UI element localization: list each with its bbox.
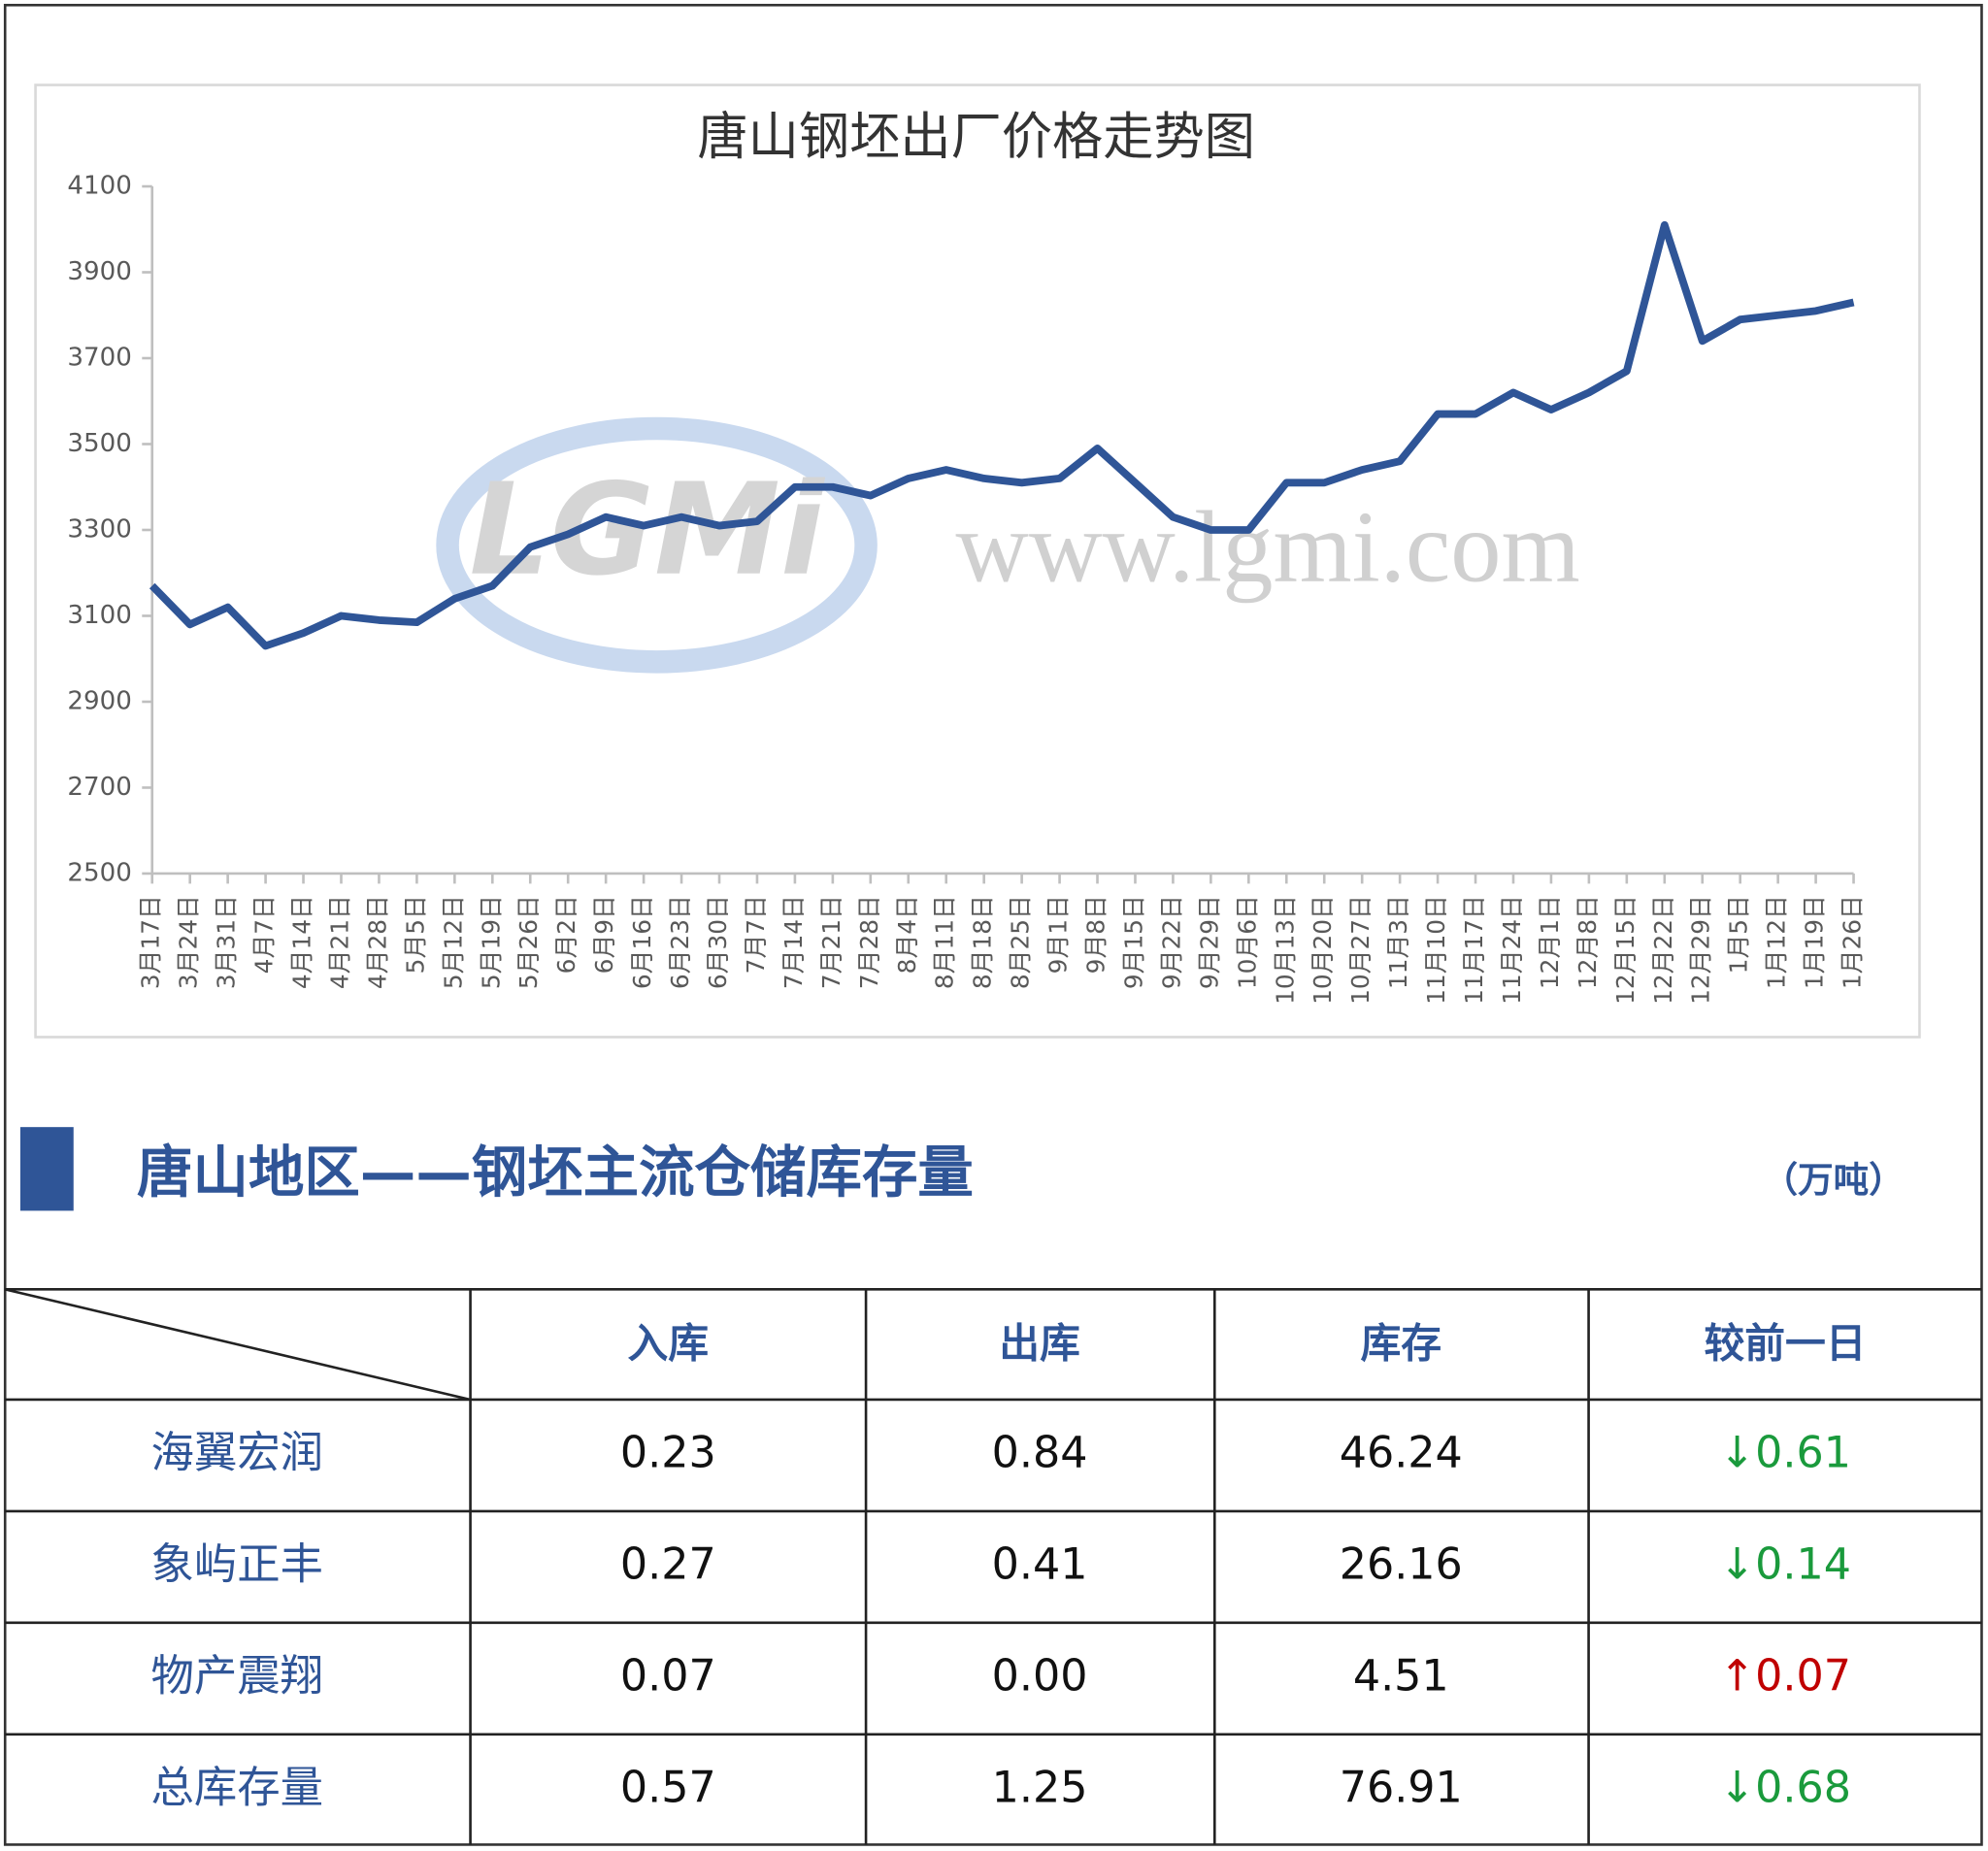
cell: 0.84 xyxy=(992,1428,1088,1477)
x-tick-label: 10月20日 xyxy=(1309,895,1337,1005)
y-tick-label: 2500 xyxy=(67,858,131,887)
x-tick-label: 6月16日 xyxy=(628,895,656,989)
row-name: 总库存量 xyxy=(150,1763,323,1812)
x-tick-label: 11月24日 xyxy=(1498,895,1526,1005)
x-tick-label: 8月11日 xyxy=(931,895,959,989)
table-diagonal xyxy=(4,1288,471,1402)
x-tick-label: 7月14日 xyxy=(779,895,808,989)
x-tick-label: 10月27日 xyxy=(1346,895,1375,1005)
x-tick-label: 7月21日 xyxy=(817,895,845,989)
y-tick-label: 3100 xyxy=(67,601,131,630)
section-title: 唐山地区——钢坯主流仓储库存量 xyxy=(137,1140,974,1206)
x-tick-label: 7月28日 xyxy=(855,895,883,989)
x-tick-label: 5月12日 xyxy=(439,895,467,989)
price-line xyxy=(149,220,1855,650)
x-tick-label: 4月21日 xyxy=(325,895,353,989)
cell: ↓0.61 xyxy=(1719,1428,1851,1477)
x-tick-label: 6月23日 xyxy=(666,895,694,989)
x-tick-label: 12月22日 xyxy=(1649,895,1677,1005)
x-tick-label: 5月5日 xyxy=(401,895,429,974)
column-header: 库存 xyxy=(1360,1320,1441,1368)
x-tick-label: 1月19日 xyxy=(1801,895,1829,989)
cell: 0.27 xyxy=(620,1539,716,1589)
logo-ring xyxy=(436,416,878,674)
chart-title: 唐山钢坯出厂价格走势图 xyxy=(697,109,1255,165)
y-tick-label: 3500 xyxy=(67,429,131,458)
cell: 76.91 xyxy=(1340,1763,1463,1812)
cell: 46.24 xyxy=(1340,1428,1463,1477)
x-tick-label: 6月30日 xyxy=(704,895,732,989)
cell: 4.51 xyxy=(1353,1651,1449,1701)
x-tick-label: 9月22日 xyxy=(1157,895,1185,989)
chart-frame xyxy=(34,83,1921,1039)
y-tick-label: 3300 xyxy=(67,514,131,544)
column-header: 入库 xyxy=(628,1320,710,1368)
y-tick-label: 3700 xyxy=(67,344,131,373)
x-tick-label: 12月1日 xyxy=(1536,895,1564,989)
x-tick-label: 12月29日 xyxy=(1687,895,1715,1005)
x-tick-label: 5月26日 xyxy=(514,895,543,989)
x-tick-label: 8月25日 xyxy=(1007,895,1035,989)
x-tick-label: 6月2日 xyxy=(552,895,580,974)
x-tick-label: 7月7日 xyxy=(742,895,770,974)
cell: 0.07 xyxy=(620,1651,716,1701)
x-tick-label: 4月7日 xyxy=(250,895,279,974)
cell: ↓0.68 xyxy=(1719,1763,1851,1812)
cell: 0.57 xyxy=(620,1763,716,1812)
cell: ↑0.07 xyxy=(1719,1651,1851,1701)
column-header: 出库 xyxy=(999,1320,1080,1368)
x-tick-label: 11月3日 xyxy=(1384,895,1412,989)
table-grid xyxy=(4,1288,1982,1845)
cell: 1.25 xyxy=(992,1763,1088,1812)
x-tick-label: 9月29日 xyxy=(1195,895,1223,989)
x-tick-label: 11月17日 xyxy=(1460,895,1488,1005)
x-tick-label: 10月6日 xyxy=(1233,895,1261,989)
cell: 0.41 xyxy=(992,1539,1088,1589)
x-tick-label: 12月8日 xyxy=(1574,895,1602,989)
x-tick-label: 9月8日 xyxy=(1082,895,1110,974)
x-tick-label: 11月10日 xyxy=(1422,895,1450,1005)
row-name: 海翼宏润 xyxy=(150,1428,323,1477)
x-tick-label: 10月13日 xyxy=(1271,895,1299,1005)
cell: 0.23 xyxy=(620,1428,716,1477)
cell: ↓0.14 xyxy=(1719,1539,1851,1589)
x-tick-label: 5月19日 xyxy=(477,895,505,989)
y-tick-label: 4100 xyxy=(67,172,131,201)
x-tick-label: 1月5日 xyxy=(1725,895,1753,974)
y-tick-label: 2700 xyxy=(67,773,131,802)
cell: 26.16 xyxy=(1340,1539,1463,1589)
x-tick-label: 6月9日 xyxy=(590,895,618,974)
x-tick-label: 8月4日 xyxy=(893,895,921,974)
row-name: 物产震翔 xyxy=(150,1651,323,1701)
y-tick-label: 3900 xyxy=(67,257,131,286)
column-header: 较前一日 xyxy=(1704,1320,1866,1368)
x-tick-label: 3月31日 xyxy=(213,895,241,989)
x-tick-label: 3月24日 xyxy=(175,895,203,989)
section-unit: （万吨） xyxy=(1763,1159,1905,1201)
x-tick-label: 1月26日 xyxy=(1839,895,1867,989)
x-tick-label: 4月28日 xyxy=(363,895,391,989)
x-tick-label: 3月17日 xyxy=(137,895,165,989)
logo: LGMi xyxy=(470,456,826,604)
x-tick-label: 9月15日 xyxy=(1119,895,1147,989)
y-tick-label: 2900 xyxy=(67,686,131,715)
x-tick-label: 9月1日 xyxy=(1044,895,1073,974)
section-marker xyxy=(19,1127,74,1211)
x-tick-label: 12月15日 xyxy=(1611,895,1640,1005)
x-tick-label: 4月14日 xyxy=(288,895,316,989)
x-tick-label: 1月12日 xyxy=(1763,895,1791,989)
x-tick-label: 8月18日 xyxy=(969,895,997,989)
cell: 0.00 xyxy=(992,1651,1088,1701)
row-name: 象屿正丰 xyxy=(150,1539,323,1589)
